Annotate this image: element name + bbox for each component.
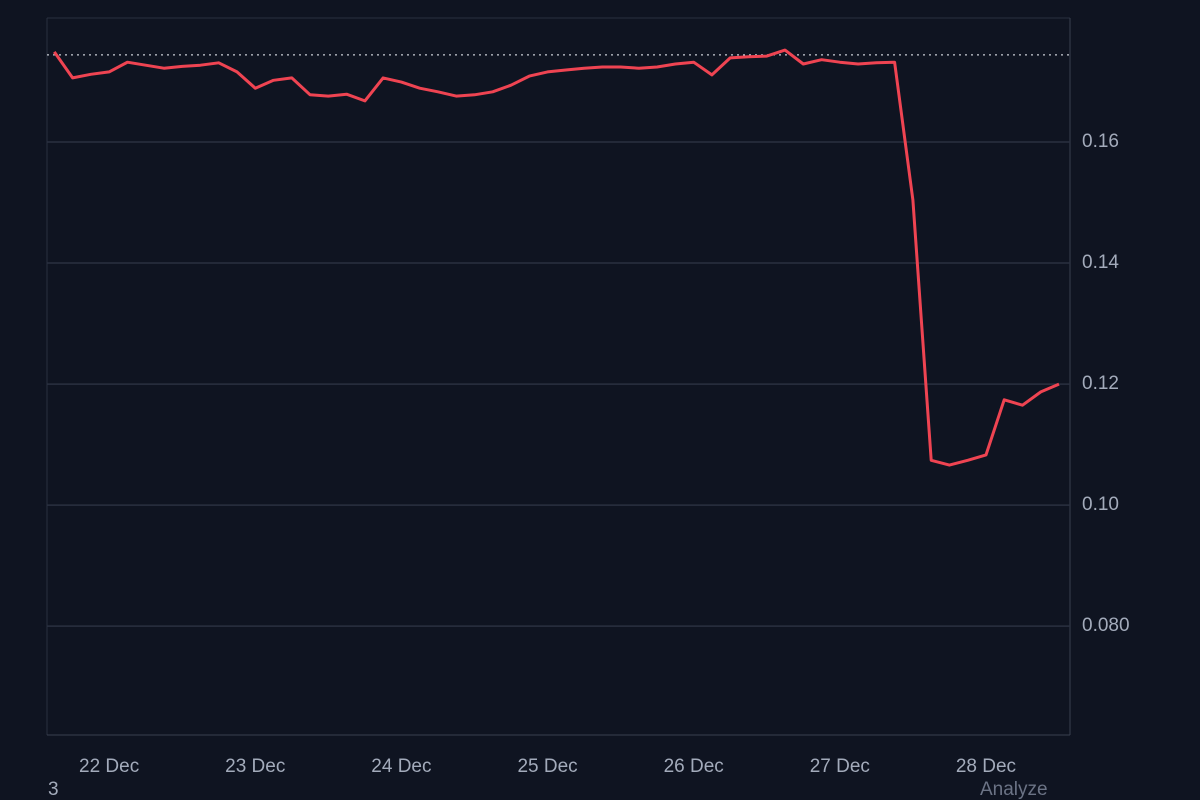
x-tick-label: 28 Dec — [956, 756, 1016, 777]
footer-right[interactable]: Analyze — [980, 779, 1048, 800]
footer-left: 3 — [48, 779, 59, 800]
y-tick-label: 0.10 — [1082, 494, 1119, 515]
x-tick-label: 23 Dec — [225, 756, 285, 777]
x-tick-label: 24 Dec — [371, 756, 431, 777]
y-tick-label: 0.16 — [1082, 131, 1119, 152]
x-tick-label: 26 Dec — [664, 756, 724, 777]
y-tick-label: 0.12 — [1082, 373, 1119, 394]
y-tick-label: 0.14 — [1082, 252, 1119, 273]
y-tick-label: 0.080 — [1082, 615, 1130, 636]
x-tick-label: 25 Dec — [517, 756, 577, 777]
x-tick-label: 22 Dec — [79, 756, 139, 777]
price-line — [53, 48, 1060, 467]
x-tick-label: 27 Dec — [810, 756, 870, 777]
